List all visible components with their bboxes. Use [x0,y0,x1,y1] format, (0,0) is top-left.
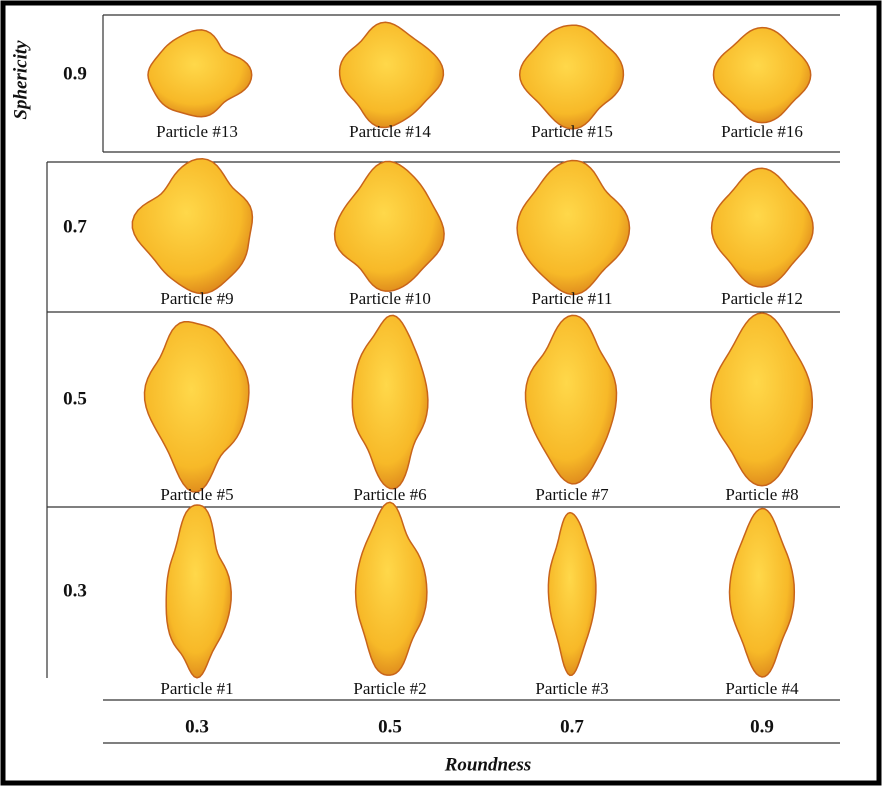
column-label: 0.5 [378,716,402,737]
particle-label: Particle #9 [160,289,233,308]
row-label: 0.3 [63,580,87,601]
column-label: 0.7 [560,716,584,737]
row-label: 0.7 [63,216,87,237]
particle-label: Particle #3 [535,679,608,698]
particle-shape [143,321,250,493]
particle-label: Particle #16 [721,122,803,141]
particle-label: Particle #5 [160,485,233,504]
particle-label: Particle #7 [535,485,609,504]
particle-label: Particle #12 [721,289,803,308]
particle-label: Particle #6 [353,485,426,504]
particle-label: Particle #13 [156,122,238,141]
particle-shape [516,159,631,296]
particle-shape [518,24,625,130]
particle-shape [333,160,445,292]
particle-shape [351,314,429,490]
column-label: 0.3 [185,716,209,737]
particle-shape [147,29,253,118]
particle-shape [338,21,445,129]
particle-shape [131,157,254,295]
particle-shape [165,504,232,679]
particle-label: Particle #1 [160,679,233,698]
row-label: 0.5 [63,388,87,409]
particle-shape [710,312,814,487]
particle-shape [710,167,814,288]
particle-label: Particle #10 [349,289,431,308]
particle-label: Particle #14 [349,122,431,141]
x-axis-label: Roundness [444,754,532,775]
grid: 0.9 Particle #13 Particle #14 Particle #15 P… [63,21,814,737]
particle-label: Particle #11 [531,289,612,308]
particle-shape [712,26,812,124]
particle-label: Particle #4 [725,679,799,698]
particle-shape [354,501,428,676]
column-label: 0.9 [750,716,774,737]
particle-shape [547,511,597,677]
row-label: 0.9 [63,63,87,84]
y-axis-label: Sphericity [10,40,31,120]
particle-label: Particle #8 [725,485,798,504]
particle-shape [728,507,796,678]
particle-shape [524,314,618,485]
particle-label: Particle #2 [353,679,426,698]
particle-label: Particle #15 [531,122,613,141]
